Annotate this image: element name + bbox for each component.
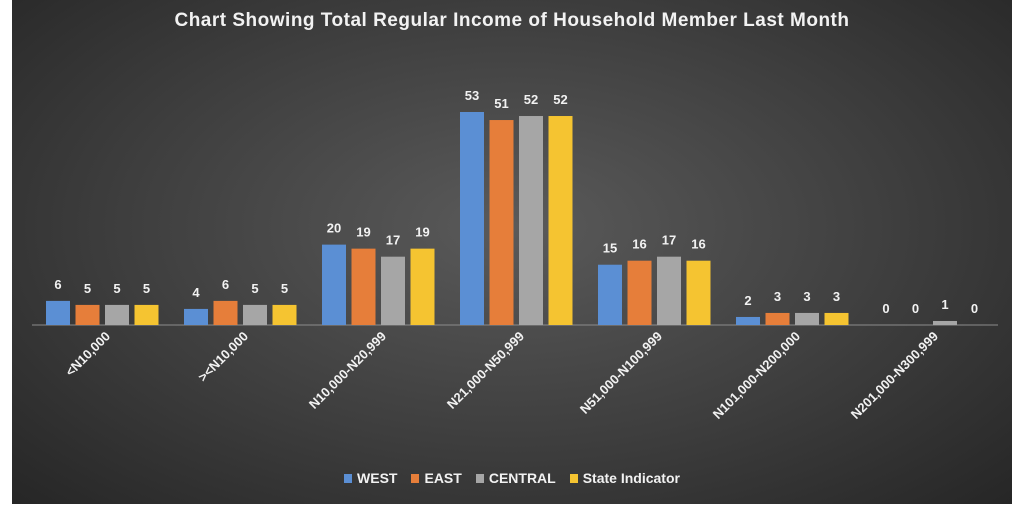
legend-label: EAST — [424, 470, 462, 486]
data-label: 0 — [882, 301, 889, 316]
data-label: 3 — [774, 289, 781, 304]
data-label: 5 — [143, 281, 150, 296]
bar — [243, 304, 267, 325]
data-label: 20 — [327, 221, 341, 236]
bar — [598, 264, 622, 325]
bar — [381, 256, 405, 325]
bar — [736, 316, 760, 325]
bar — [933, 320, 957, 325]
data-label: 3 — [833, 289, 840, 304]
data-label: 1 — [941, 297, 948, 312]
bar — [213, 300, 238, 325]
x-tick-label: N10,000-N20,999 — [306, 329, 389, 412]
data-label: 5 — [251, 281, 258, 296]
data-label: 5 — [113, 281, 120, 296]
x-tick-label: ><N10,000 — [195, 329, 251, 385]
legend-item: EAST — [411, 470, 462, 486]
legend-item: CENTRAL — [475, 470, 556, 486]
x-tick-label: N201,000-N300,999 — [848, 329, 941, 422]
chart-legend: WEST EAST CENTRAL State Indicator — [12, 470, 1012, 486]
data-label: 6 — [54, 277, 61, 292]
data-label: 16 — [632, 237, 646, 252]
legend-item: WEST — [344, 470, 397, 486]
bar — [686, 260, 711, 325]
x-tick-label: N101,000-N200,000 — [710, 329, 803, 422]
bar — [627, 260, 652, 325]
legend-swatch — [411, 473, 420, 483]
chart-panel: Chart Showing Total Regular Income of Ho… — [12, 0, 1012, 504]
x-tick-label: <N10,000 — [62, 329, 113, 380]
bar — [519, 116, 543, 326]
bar — [272, 304, 297, 325]
bar — [460, 112, 484, 325]
data-label: 53 — [465, 88, 479, 103]
bar — [75, 304, 100, 325]
data-label: 2 — [744, 293, 751, 308]
bar — [351, 248, 376, 325]
data-label: 6 — [222, 277, 229, 292]
data-label: 5 — [281, 281, 288, 296]
legend-swatch — [569, 473, 578, 483]
bar — [322, 244, 346, 325]
data-label: 19 — [415, 225, 429, 240]
data-label: 17 — [386, 233, 400, 248]
bar — [765, 312, 790, 325]
legend-swatch — [475, 473, 484, 483]
bar — [105, 304, 129, 325]
chart-title: Chart Showing Total Regular Income of Ho… — [174, 10, 850, 31]
bar — [824, 312, 849, 325]
data-label: 4 — [192, 285, 200, 300]
legend-label: CENTRAL — [488, 470, 556, 486]
data-label: 0 — [912, 301, 919, 316]
bar — [489, 120, 514, 325]
bar — [134, 304, 159, 325]
bar — [46, 300, 70, 325]
data-label: 19 — [356, 225, 370, 240]
x-tick-label: N21,000-N50,999 — [444, 329, 527, 412]
data-label: 52 — [524, 92, 538, 107]
legend-label: State Indicator — [582, 470, 680, 486]
data-label: 3 — [803, 289, 810, 304]
bar — [184, 308, 208, 325]
data-label: 51 — [494, 96, 508, 111]
data-label: 17 — [662, 233, 676, 248]
bar — [548, 116, 573, 326]
bar — [795, 312, 819, 325]
legend-label: WEST — [357, 470, 398, 486]
bar — [410, 248, 435, 325]
x-tick-label: N51,000-N100,999 — [577, 329, 665, 417]
legend-swatch — [344, 473, 353, 483]
data-label: 0 — [971, 301, 978, 316]
legend-item: State Indicator — [569, 470, 680, 486]
bar — [657, 256, 681, 325]
data-label: 15 — [603, 241, 617, 256]
data-label: 5 — [84, 281, 91, 296]
data-label: 16 — [691, 237, 705, 252]
data-label: 52 — [553, 92, 567, 107]
